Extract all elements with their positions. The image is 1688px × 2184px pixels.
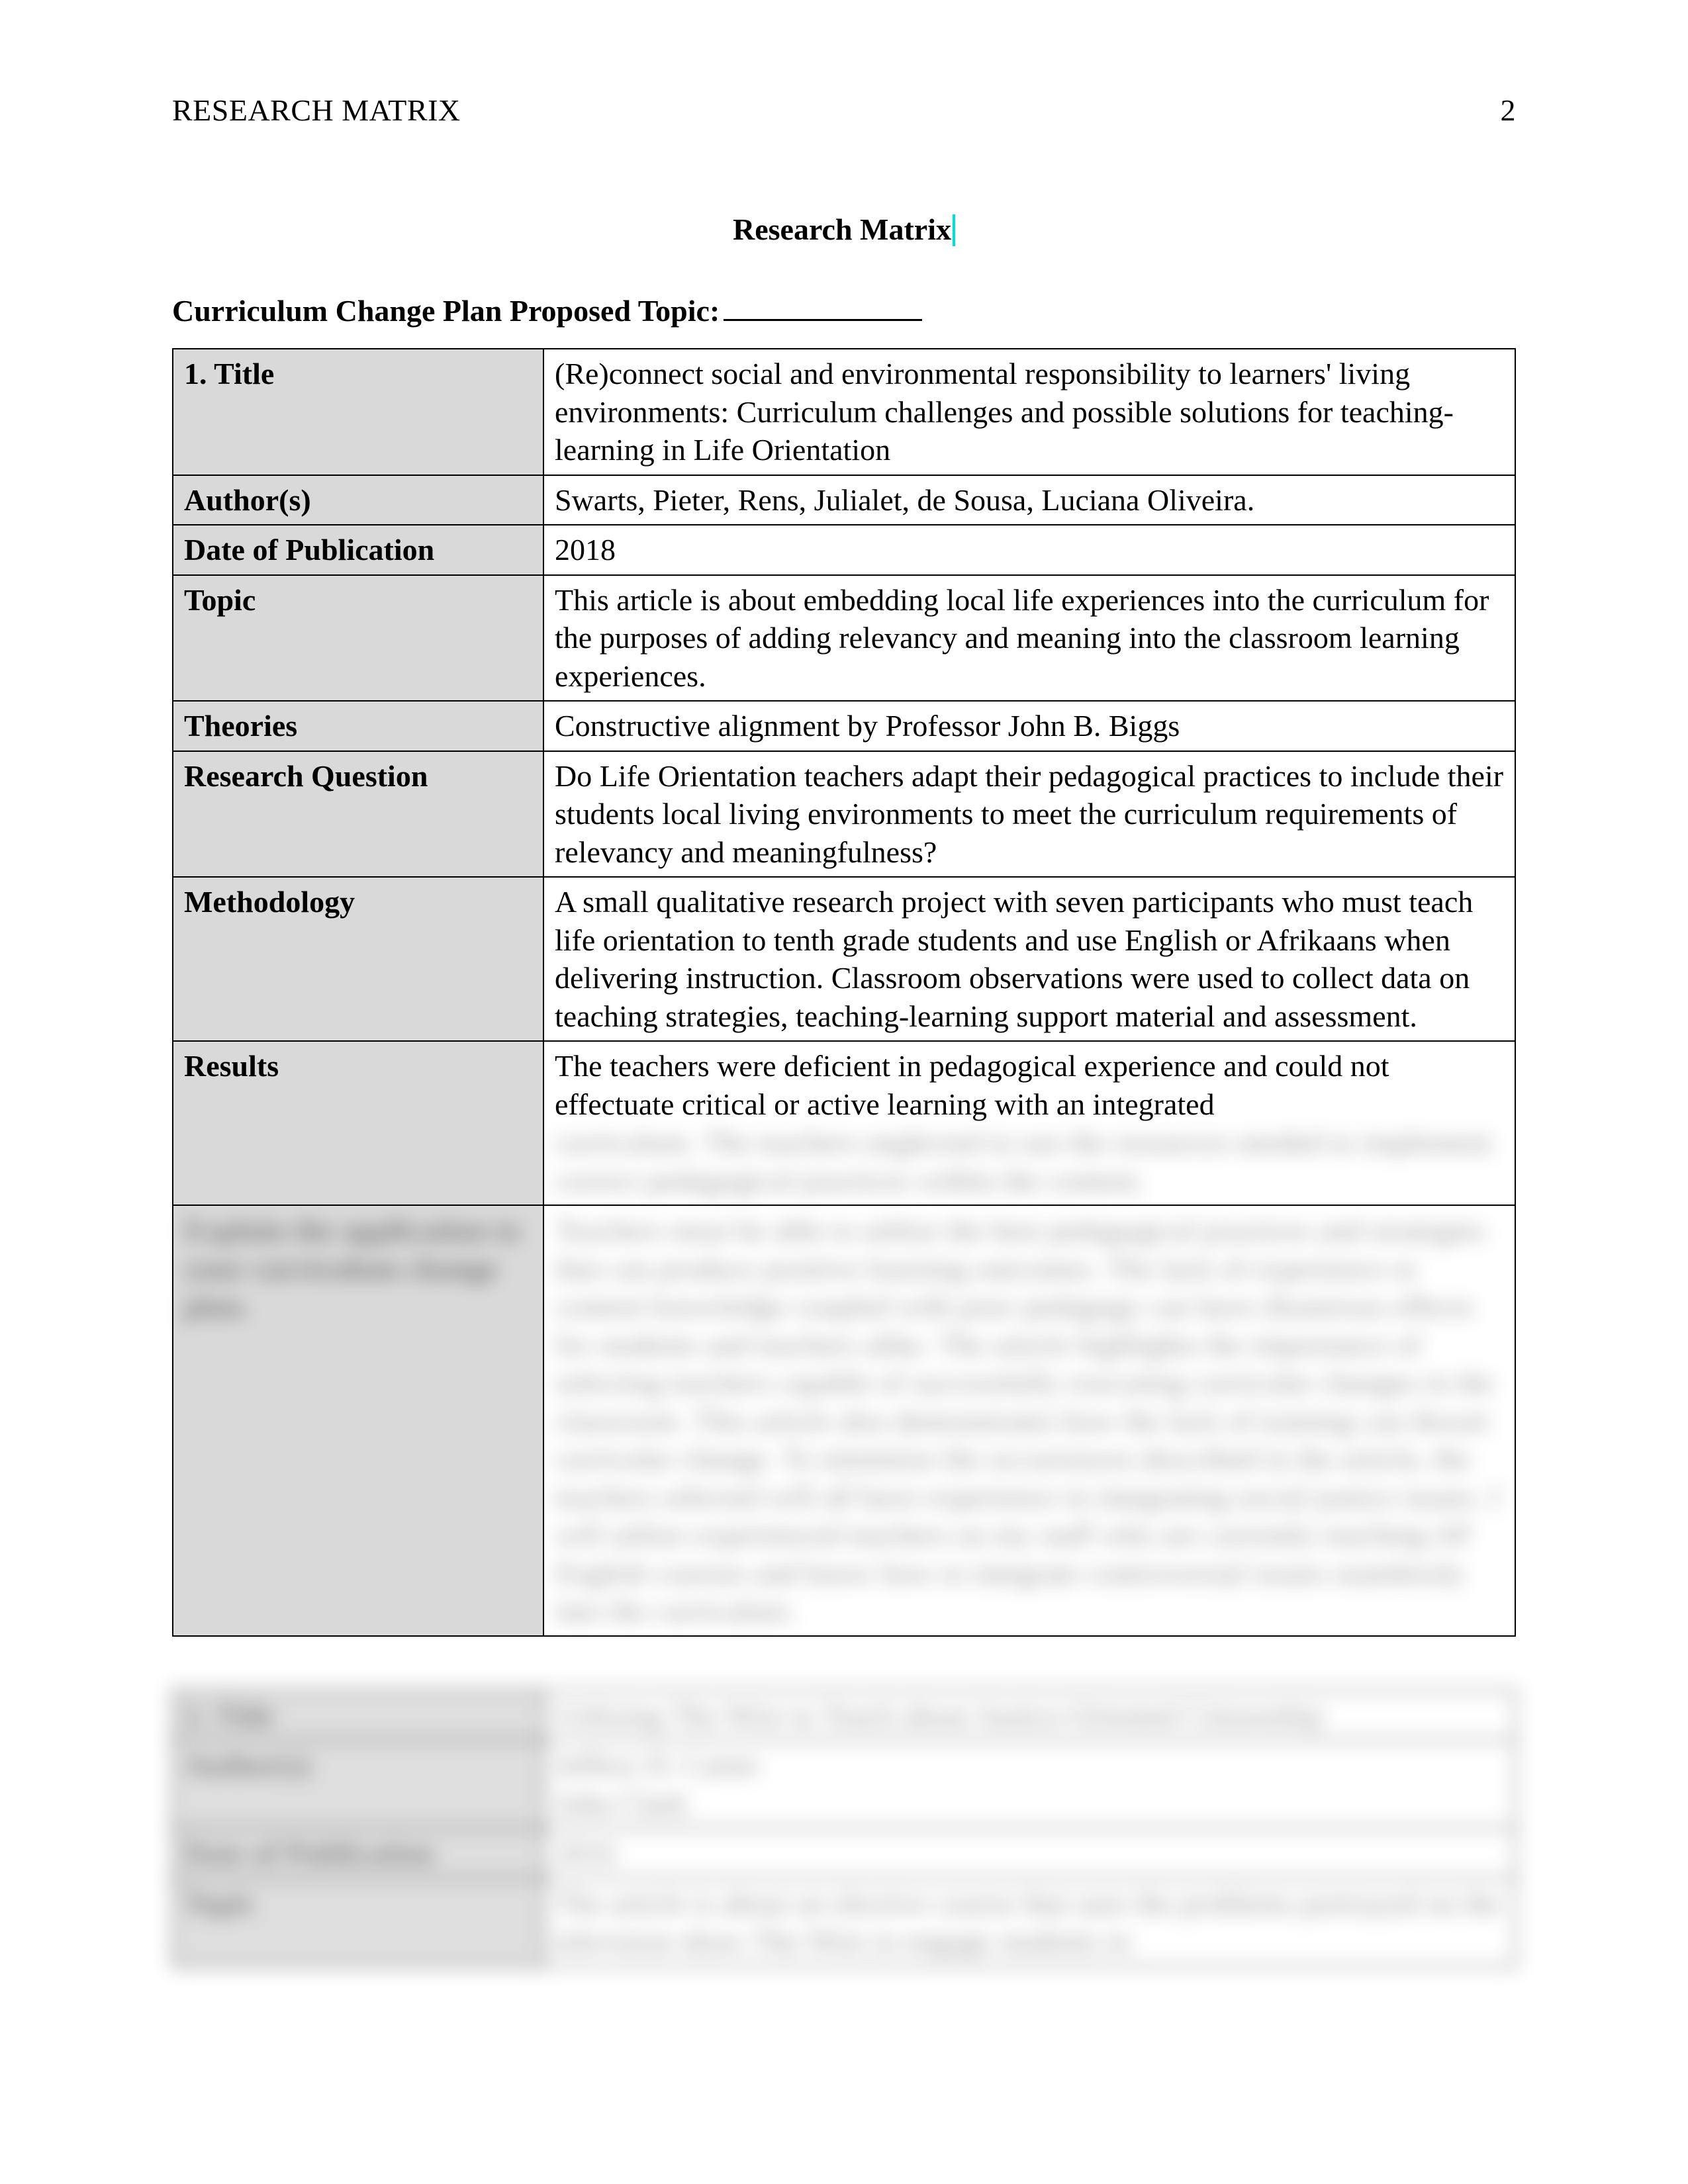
table-row: Methodology A small qualitative research… xyxy=(173,877,1515,1041)
row-label-methodology: Methodology xyxy=(173,877,543,1041)
table-row: Author(s) Jeffery D. Carter John Clark xyxy=(173,1740,1515,1828)
running-head-text: RESEARCH MATRIX xyxy=(172,93,461,128)
row-label-authors: Author(s) xyxy=(173,475,543,525)
row-label-title: 1. Title xyxy=(173,349,543,475)
matrix-table-entry-2: 2. Title Utilizing The Wire to Teach abo… xyxy=(172,1690,1516,1967)
row-value-results: The teachers were deficient in pedagogic… xyxy=(543,1041,1515,1205)
row-value-topic: This article is about embedding local li… xyxy=(543,575,1515,702)
table-row: Results The teachers were deficient in p… xyxy=(173,1041,1515,1205)
row-label-application-text: Explain the application to your curricul… xyxy=(184,1211,532,1326)
row-value-date-2: 2016 xyxy=(543,1828,1515,1878)
row-label-topic: Topic xyxy=(173,575,543,702)
row-value-authors-2: Jeffery D. Carter John Clark xyxy=(543,1740,1515,1828)
blank-line xyxy=(724,319,922,321)
results-blurred-text: curriculum. The teachers neglected to us… xyxy=(555,1123,1504,1199)
row-label-research-question: Research Question xyxy=(173,751,543,878)
results-visible-text: The teachers were deficient in pedagogic… xyxy=(555,1049,1389,1121)
row-value-research-question: Do Life Orientation teachers adapt their… xyxy=(543,751,1515,878)
row-label-title-2: 2. Title xyxy=(173,1690,543,1741)
row-value-title-2: Utilizing The Wire to Teach about Justic… xyxy=(543,1690,1515,1741)
row-value-application-text: Teachers must be able to utilize the bes… xyxy=(555,1211,1504,1630)
row-label-theories: Theories xyxy=(173,701,543,751)
table-row: Research Question Do Life Orientation te… xyxy=(173,751,1515,878)
running-head: RESEARCH MATRIX 2 xyxy=(172,93,1516,128)
blurred-region-entry-2: 2. Title Utilizing The Wire to Teach abo… xyxy=(172,1690,1516,1967)
document-title-text: Research Matrix xyxy=(733,212,951,246)
table-row: Explain the application to your curricul… xyxy=(173,1205,1515,1636)
table-row: Date of Publication 2018 xyxy=(173,525,1515,575)
row-value-date: 2018 xyxy=(543,525,1515,575)
content: Research Matrix Curriculum Change Plan P… xyxy=(172,212,1516,1967)
table-row: Topic This article is about embedding lo… xyxy=(173,575,1515,702)
table-row: 1. Title (Re)connect social and environm… xyxy=(173,349,1515,475)
row-value-theories: Constructive alignment by Professor John… xyxy=(543,701,1515,751)
table-row: Author(s) Swarts, Pieter, Rens, Julialet… xyxy=(173,475,1515,525)
table-row: 2. Title Utilizing The Wire to Teach abo… xyxy=(173,1690,1515,1741)
row-label-topic-2: Topic xyxy=(173,1878,543,1966)
row-label-date: Date of Publication xyxy=(173,525,543,575)
document-title: Research Matrix xyxy=(172,212,1516,247)
row-value-title: (Re)connect social and environmental res… xyxy=(543,349,1515,475)
section-heading: Curriculum Change Plan Proposed Topic: xyxy=(172,293,1516,328)
row-value-application: Teachers must be able to utilize the bes… xyxy=(543,1205,1515,1636)
table-row: Theories Constructive alignment by Profe… xyxy=(173,701,1515,751)
row-value-topic-2: The article is about an elective course … xyxy=(543,1878,1515,1966)
row-label-results: Results xyxy=(173,1041,543,1205)
row-label-application: Explain the application to your curricul… xyxy=(173,1205,543,1636)
page-number: 2 xyxy=(1501,93,1517,128)
table-row: Date of Publication 2016 xyxy=(173,1828,1515,1878)
page: RESEARCH MATRIX 2 Research Matrix Curric… xyxy=(0,0,1688,2184)
table-row: Topic The article is about an elective c… xyxy=(173,1878,1515,1966)
row-label-authors-2: Author(s) xyxy=(173,1740,543,1828)
text-cursor-icon xyxy=(953,214,955,246)
matrix-table-entry-1: 1. Title (Re)connect social and environm… xyxy=(172,348,1516,1637)
row-value-authors: Swarts, Pieter, Rens, Julialet, de Sousa… xyxy=(543,475,1515,525)
row-value-methodology: A small qualitative research project wit… xyxy=(543,877,1515,1041)
row-label-date-2: Date of Publication xyxy=(173,1828,543,1878)
section-heading-text: Curriculum Change Plan Proposed Topic: xyxy=(172,294,720,328)
